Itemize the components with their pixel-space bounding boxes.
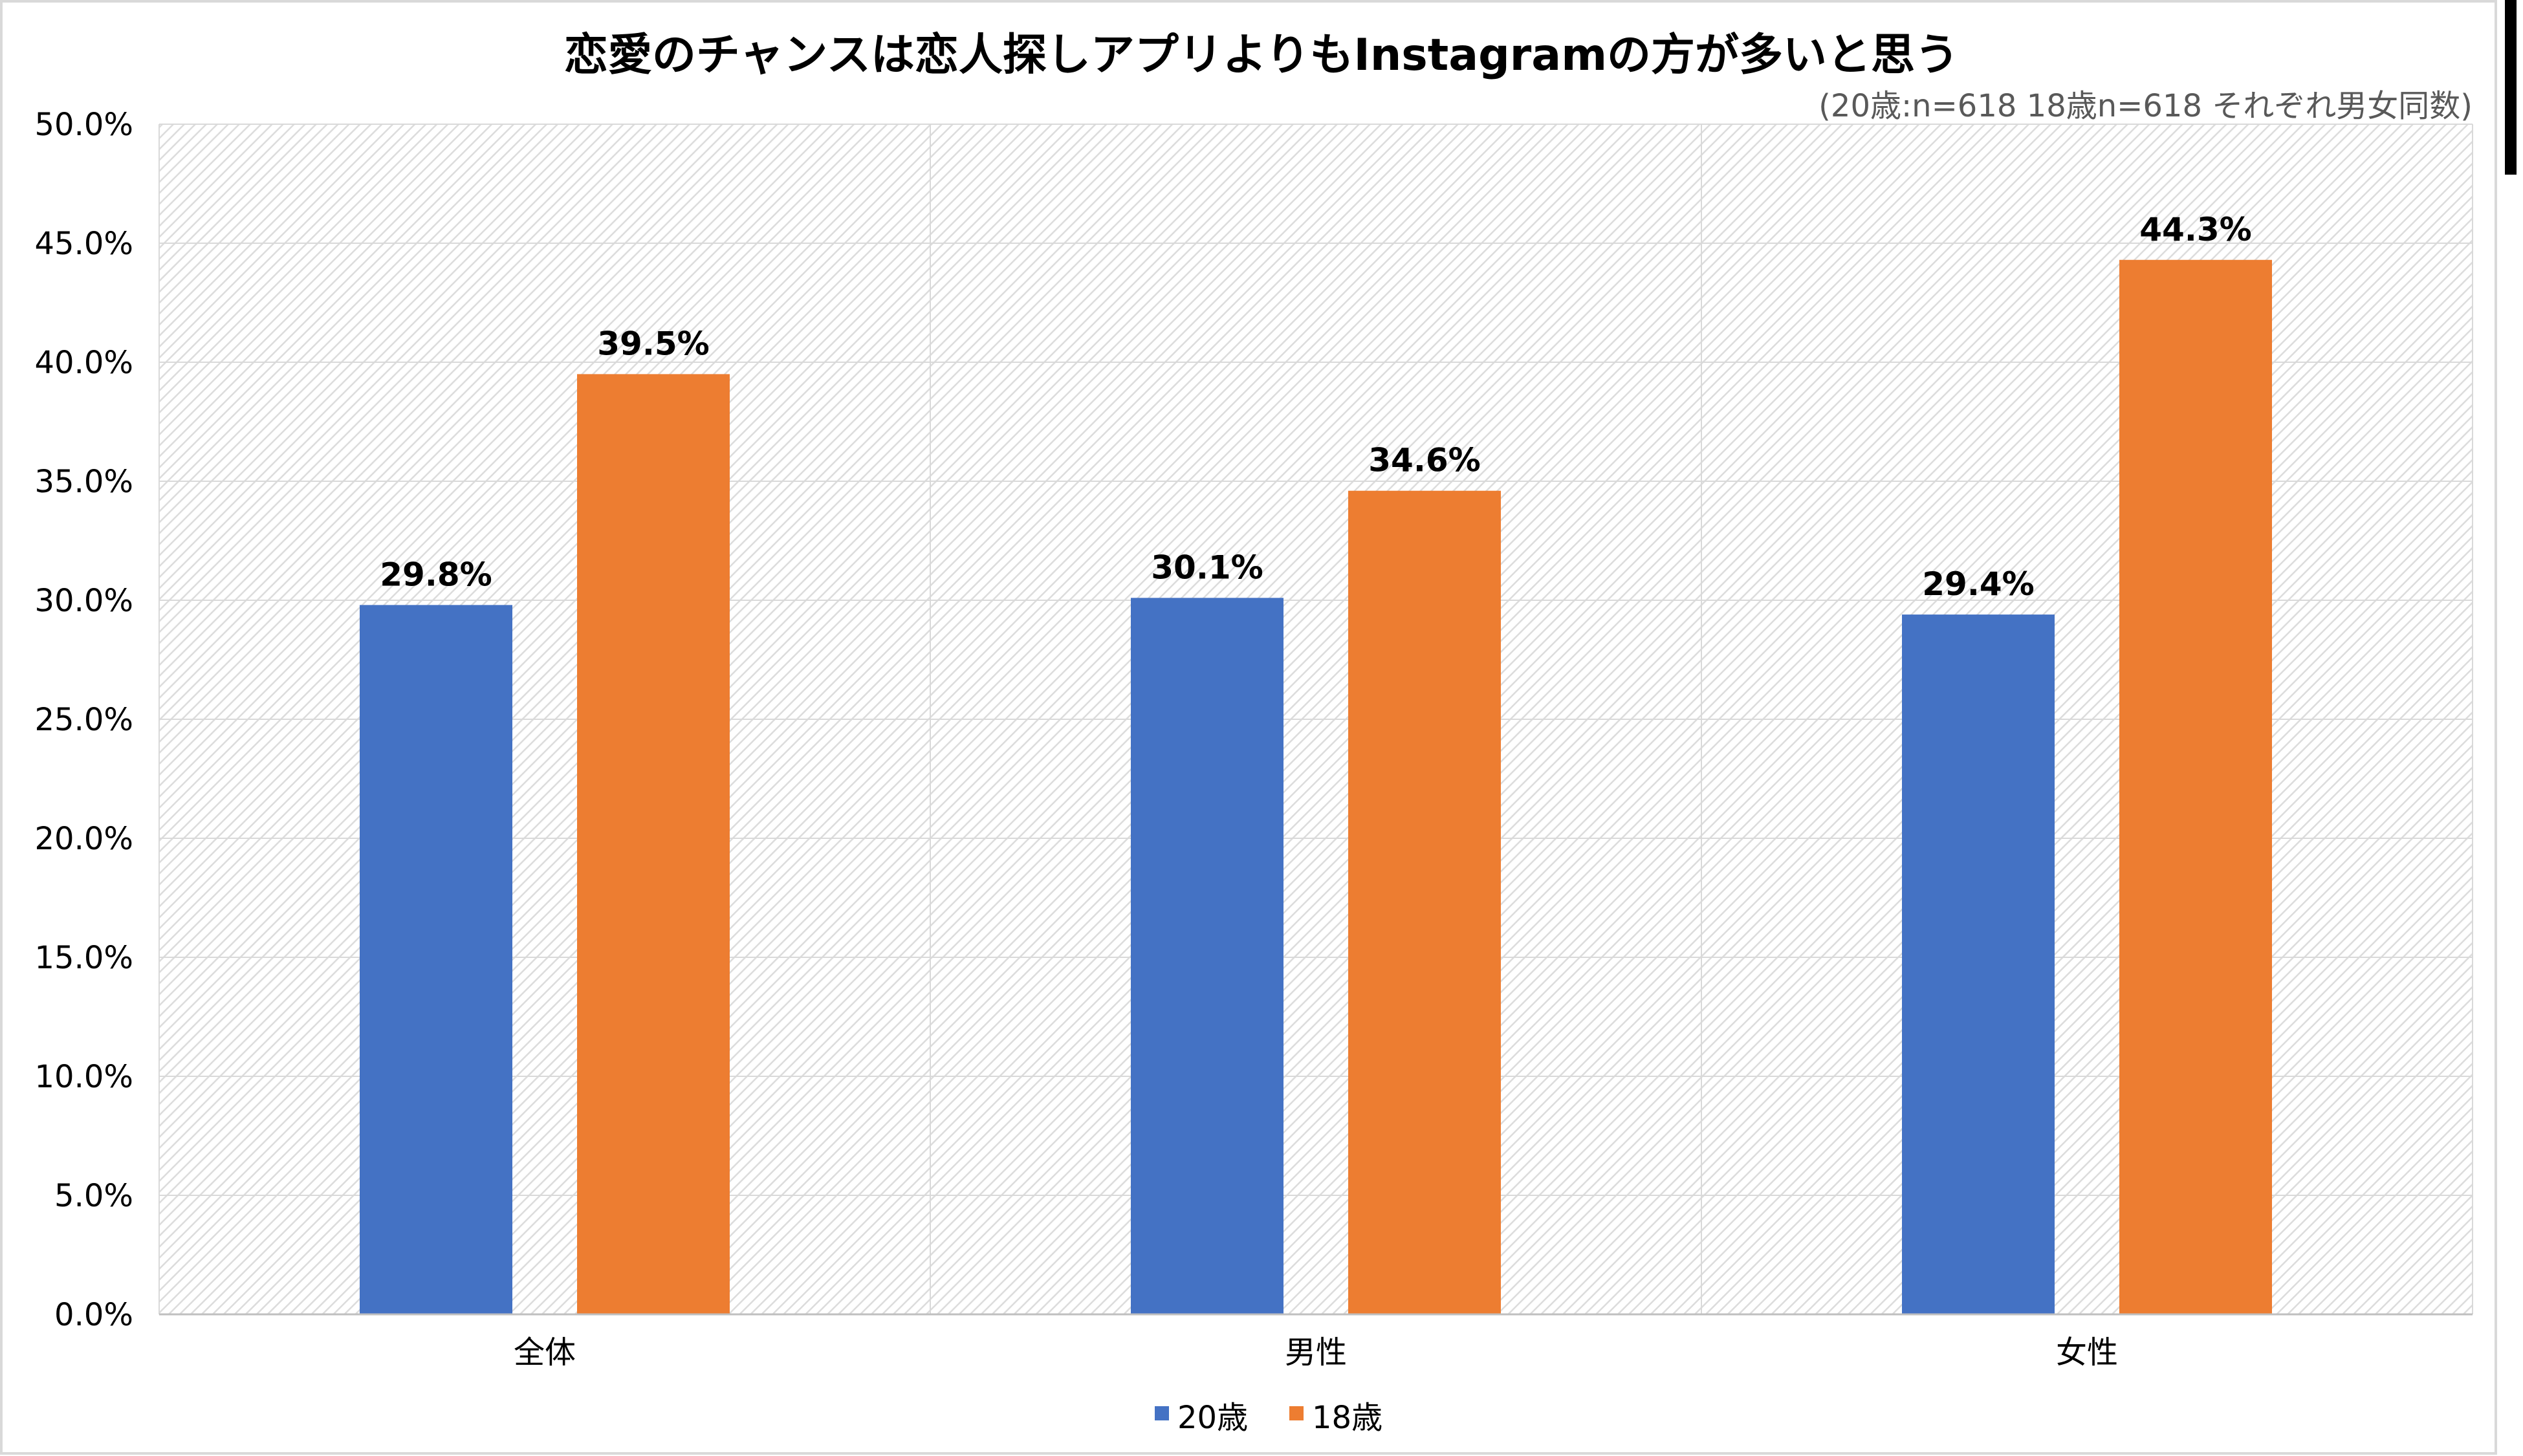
bar-18歳-女性: [2119, 259, 2272, 1314]
bar-18歳-全体: [577, 374, 730, 1314]
y-axis-ticks: 0.0% 5.0% 10.0% 15.0% 20.0% 25.0% 30.0% 35.0% 40…: [35, 107, 133, 1333]
legend-label-18: 18歳: [1312, 1400, 1382, 1436]
legend: 20歳 18歳: [1155, 1400, 1382, 1436]
y-tick-label: 35.0%: [35, 464, 133, 500]
y-tick-label: 25.0%: [35, 702, 133, 738]
data-label: 39.5%: [597, 325, 709, 362]
gridlines: [158, 124, 2473, 1314]
y-tick-label: 50.0%: [35, 107, 133, 143]
bar-20歳-男性: [1131, 598, 1283, 1314]
y-tick-label: 0.0%: [54, 1297, 133, 1333]
y-tick-label: 30.0%: [35, 583, 133, 619]
x-tick-label: 男性: [1285, 1334, 1347, 1371]
legend-label-20: 20歳: [1177, 1400, 1248, 1436]
chart-title: 恋愛のチャンスは恋人探しアプリよりもInstagramの方が多いと思う: [564, 30, 1959, 81]
y-tick-label: 45.0%: [35, 226, 133, 262]
data-labels: 29.8% 39.5% 30.1% 34.6% 29.4% 44.3%: [380, 211, 2251, 603]
x-axis-ticks: 全体 男性 女性: [514, 1334, 2118, 1371]
data-label: 29.8%: [380, 556, 492, 593]
bar-20歳-女性: [1902, 614, 2055, 1314]
data-label: 34.6%: [1368, 442, 1480, 479]
bars: [360, 259, 2272, 1314]
y-tick-label: 10.0%: [35, 1059, 133, 1095]
screen-edge-bar: [2505, 0, 2517, 175]
chart-subtitle: (20歳:n=618 18歳n=618 それぞれ男女同数): [1819, 88, 2473, 124]
y-tick-label: 20.0%: [35, 821, 133, 857]
data-label: 30.1%: [1151, 549, 1263, 586]
legend-swatch-18: [1289, 1406, 1304, 1420]
data-label: 44.3%: [2139, 211, 2251, 248]
legend-swatch-20: [1155, 1406, 1169, 1420]
x-tick-label: 全体: [514, 1334, 576, 1371]
data-label: 29.4%: [1922, 565, 2034, 603]
x-tick-label: 女性: [2056, 1334, 2118, 1371]
bar-20歳-全体: [360, 605, 512, 1314]
bar-18歳-男性: [1348, 490, 1501, 1314]
y-tick-label: 5.0%: [54, 1178, 133, 1214]
y-tick-label: 15.0%: [35, 940, 133, 976]
y-tick-label: 40.0%: [35, 345, 133, 381]
screen-edge: [2497, 0, 2523, 1456]
